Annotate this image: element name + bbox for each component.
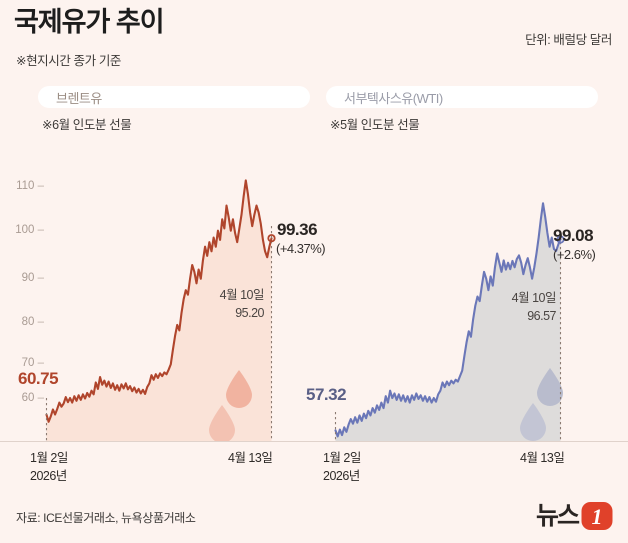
series-note-brent: ※6월 인도분 선물 [42, 118, 132, 132]
oil-drop-icon [537, 368, 563, 406]
oil-drop-icon [209, 405, 235, 442]
series-pill-brent-label: 브렌트유 [56, 90, 102, 106]
wti-end-value: 99.08 [553, 226, 594, 245]
series-note-wti: ※5월 인도분 선물 [330, 118, 420, 132]
news1-logo-text: 뉴스 [535, 501, 580, 530]
chart-panel-brent [0, 140, 314, 442]
brent-x-start-label: 1월 2일 2026년 [30, 450, 68, 485]
brent-x-start-year: 2026년 [30, 468, 67, 483]
wti-annotation: 4월 10일 96.57 [470, 289, 557, 325]
y-tick-60: 60 – [21, 392, 44, 404]
wti-x-start-label: 1월 2일 2026년 [323, 450, 361, 485]
brent-line-chart [45, 179, 276, 442]
unit-label: 단위: 배럴당 달러 [525, 33, 612, 47]
axis-baseline [0, 441, 628, 442]
page-subtitle: ※현지시간 종가 기준 [16, 54, 122, 68]
wti-area-fill [335, 203, 561, 441]
wti-end-marker [556, 235, 565, 244]
news1-logo-mark: 1 [581, 502, 613, 530]
y-tick-110: 110 – [16, 180, 44, 192]
brent-x-start-date: 1월 2일 [30, 451, 68, 465]
news1-logo: 뉴스 1 [536, 500, 614, 532]
brent-annotation-value: 95.20 [235, 306, 264, 321]
wti-line-path [334, 202, 562, 438]
wti-start-value: 57.32 [306, 385, 347, 404]
y-tick-90: 90 – [21, 272, 44, 284]
source-note: 자료: ICE선물거래소, 뉴욕상품거래소 [16, 511, 196, 525]
brent-annotation: 4월 10일 95.20 [178, 286, 265, 322]
oil-drop-icon [520, 403, 546, 441]
series-pill-brent: 브렌트유 [38, 86, 310, 108]
chart-panel-wti [314, 140, 628, 441]
y-tick-100: 100 – [15, 224, 44, 236]
wti-x-start-year: 2026년 [323, 468, 360, 483]
wti-annotation-date: 4월 10일 [511, 291, 557, 305]
page-title: 국제유가 추이 [14, 7, 165, 37]
oil-drop-icon [226, 370, 252, 408]
y-tick-70: 70 – [21, 357, 44, 369]
brent-end-marker [267, 234, 276, 243]
brent-x-end-label: 4월 13일 [228, 451, 273, 465]
brent-start-value: 60.75 [18, 369, 59, 388]
series-pill-wti: 서부텍사스유(WTI) [326, 86, 598, 108]
wti-x-start-date: 1월 2일 [323, 451, 361, 465]
brent-end-value: 99.36 [277, 220, 318, 239]
wti-end-change: (+2.6%) [553, 247, 596, 262]
brent-line-path [45, 179, 273, 423]
brent-end-change: (+4.37%) [276, 241, 326, 256]
wti-x-end-label: 4월 13일 [520, 451, 565, 465]
wti-annotation-value: 96.57 [527, 309, 556, 324]
brent-annotation-date: 4월 10일 [219, 288, 265, 302]
series-pill-wti-label: 서부텍사스유(WTI) [344, 90, 443, 106]
wti-line-chart [334, 202, 565, 441]
y-tick-80: 80 – [21, 316, 44, 328]
svg-text:1: 1 [592, 504, 603, 529]
